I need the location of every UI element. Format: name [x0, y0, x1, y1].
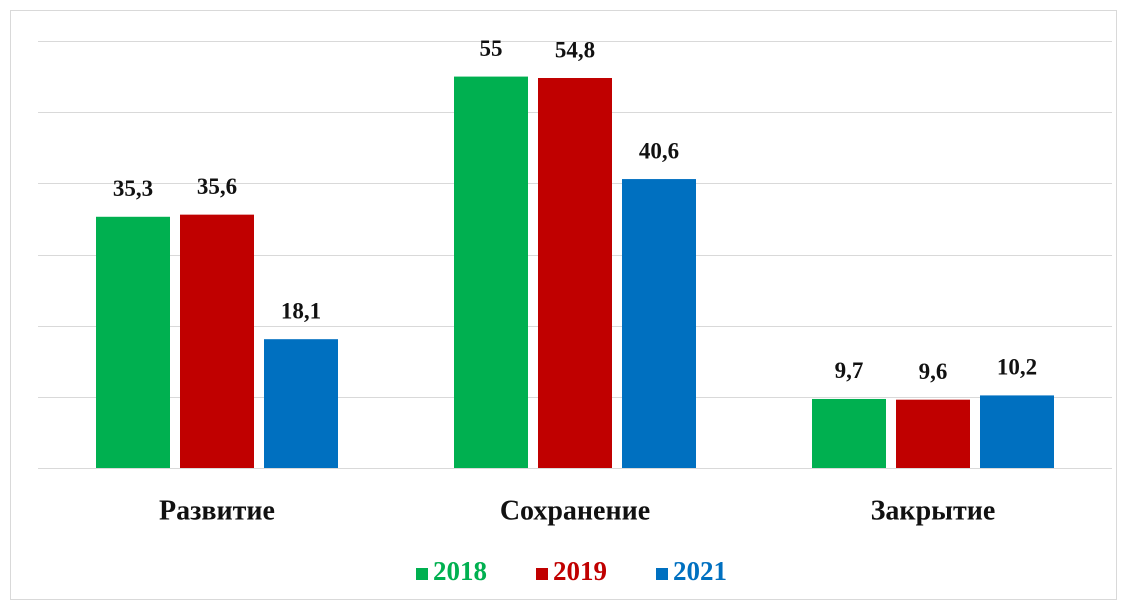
bar [538, 78, 612, 469]
legend-label: 2019 [553, 556, 607, 586]
bar [264, 339, 338, 468]
legend-swatch [656, 568, 668, 580]
data-label: 9,7 [835, 358, 864, 383]
legend-swatch [416, 568, 428, 580]
bar [454, 76, 528, 468]
bar [812, 398, 886, 468]
data-label: 54,8 [555, 37, 595, 62]
data-label: 35,3 [113, 176, 153, 201]
x-tick-label: Сохранение [500, 495, 650, 526]
data-label: 40,6 [639, 138, 679, 163]
data-label: 10,2 [997, 355, 1037, 380]
bar [96, 216, 170, 468]
legend-swatch [536, 568, 548, 580]
bar [896, 399, 970, 468]
legend-label: 2021 [673, 556, 727, 586]
legend-label: 2018 [433, 556, 487, 586]
data-label: 35,6 [197, 174, 237, 199]
x-tick-label: Развитие [159, 495, 275, 526]
bar [622, 179, 696, 468]
bar [180, 214, 254, 468]
data-label: 18,1 [281, 298, 321, 323]
data-label: 9,6 [919, 359, 948, 384]
x-tick-label: Закрытие [871, 495, 996, 526]
bar [980, 395, 1054, 468]
data-label: 55 [480, 36, 503, 61]
